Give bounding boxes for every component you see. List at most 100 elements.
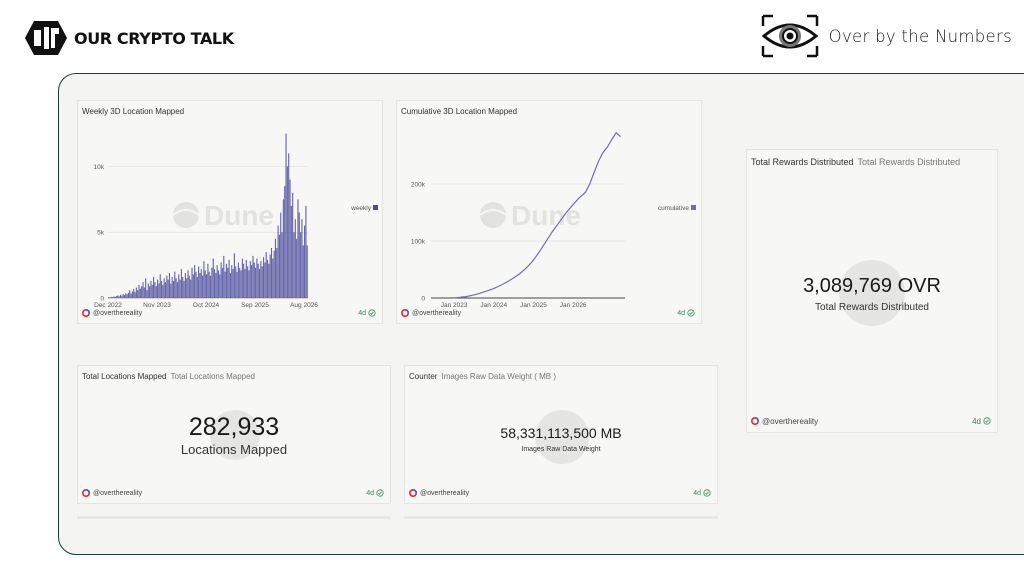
bar (199, 273, 201, 298)
legend-swatch (373, 205, 378, 210)
bar (176, 282, 178, 298)
bar (219, 274, 221, 298)
bar (276, 248, 278, 298)
legend-label: cumulative (658, 205, 689, 212)
bar (131, 291, 133, 298)
bar (172, 280, 175, 298)
bar (213, 269, 216, 298)
bar (211, 267, 213, 298)
card-title: Cumulative 3D Location Mapped (401, 107, 518, 116)
card-title: Total Rewards Distributed Total Rewards D… (751, 157, 960, 167)
x-tick-label: Aug 2026 (290, 302, 318, 309)
locations-counter-card[interactable]: Total Locations Mapped Total Locations Ma… (77, 365, 391, 504)
bar (264, 262, 266, 298)
card-title-text: Total Locations Mapped (82, 372, 167, 381)
bar (137, 290, 139, 298)
bar (138, 284, 140, 298)
y-tick-label: 0 (100, 296, 104, 303)
bar (290, 205, 292, 298)
cumulative-line (452, 131, 622, 299)
y-tick-label: 10k (94, 164, 105, 171)
bar (142, 282, 144, 298)
bar (224, 271, 226, 298)
card-title-text: Counter (409, 372, 438, 381)
author-avatar-icon[interactable] (82, 309, 90, 317)
rewards-counter-card[interactable]: Total Rewards Distributed Total Rewards D… (746, 149, 998, 433)
author-name[interactable]: @overthereality (93, 489, 143, 497)
bar (115, 296, 118, 298)
bar (180, 269, 182, 298)
dune-watermark-text: Dune (204, 200, 274, 231)
card-subtitle: Total Rewards Distributed (857, 157, 961, 167)
legend-label: weekly (350, 205, 372, 212)
bar (151, 284, 153, 298)
bar (255, 267, 257, 298)
card-footer: @overthereality 4d (82, 487, 384, 499)
bar (301, 219, 303, 298)
bar (252, 255, 254, 298)
weekly-chart-card[interactable]: Weekly 3D Location Mapped 0 5k 10k Dune Dec … (77, 100, 383, 324)
bar (227, 267, 229, 298)
bar (229, 273, 231, 298)
bar (215, 273, 217, 298)
rewards-label: Total Rewards Distributed (815, 302, 929, 313)
bar (111, 297, 114, 298)
locations-label: Locations Mapped (180, 442, 288, 457)
section-header: Over by the Numbers (761, 14, 1012, 58)
card-footer: @overthereality 4d (751, 415, 991, 427)
card-footer: @overthereality 4d (401, 307, 695, 319)
author-name[interactable]: @overthereality (762, 416, 819, 426)
bar (195, 271, 197, 298)
bar (135, 287, 137, 298)
bar (134, 292, 136, 298)
age-text: 4d (693, 489, 701, 497)
bar (270, 248, 273, 298)
bar (217, 270, 220, 298)
bar (221, 267, 224, 298)
bar (237, 262, 239, 298)
section-title: Over by the Numbers (828, 26, 1012, 46)
age-badge: 4d (677, 309, 695, 317)
author-avatar-icon[interactable] (751, 417, 759, 425)
bar (293, 232, 295, 298)
images-counter-card[interactable]: Counter Images Raw Data Weight ( MB ) 58,… (404, 365, 718, 504)
bar (170, 283, 172, 298)
bar (207, 263, 209, 298)
bar (274, 238, 277, 298)
bar (179, 279, 181, 298)
x-tick-label: Jan 2026 (560, 302, 587, 309)
bar (302, 245, 304, 298)
bar (184, 273, 186, 298)
bar (191, 267, 193, 298)
x-tick-label: Sep 2025 (241, 302, 269, 309)
brand: OUR CRYPTO TALK (24, 20, 234, 56)
author-name[interactable]: @overthereality (412, 309, 462, 317)
bar (149, 286, 151, 298)
bar (145, 278, 147, 298)
bar (198, 266, 200, 298)
card-subtitle: Images Raw Data Weight ( MB ) (441, 372, 557, 381)
dune-watermark-icon (173, 202, 199, 228)
bar (272, 258, 274, 298)
bar (262, 257, 265, 298)
bar (147, 283, 149, 298)
age-badge: 4d (358, 309, 376, 317)
bar (175, 278, 177, 298)
bar (122, 294, 124, 298)
bar (127, 292, 129, 298)
x-tick-label: Jan 2024 (480, 302, 507, 309)
bar (220, 262, 222, 298)
author-name[interactable]: @overthereality (93, 309, 143, 317)
author-avatar-icon[interactable] (401, 309, 409, 317)
author-name[interactable]: @overthereality (420, 489, 470, 497)
cumulative-line-chart: 0 100k 200k Dune Jan 2023 Jan 2024 Jan 2025 Jan… (411, 131, 696, 309)
bar (266, 259, 269, 298)
card-shadow (77, 516, 391, 519)
check-circle-icon (703, 489, 711, 497)
locations-value: 282,933 (188, 413, 280, 441)
bar (286, 166, 288, 298)
images-value: 58,331,113,500 MB (500, 425, 622, 441)
author-avatar-icon[interactable] (82, 489, 90, 497)
author-avatar-icon[interactable] (409, 489, 417, 497)
cumulative-chart-card[interactable]: Cumulative 3D Location Mapped 0 100k 200k D… (396, 100, 702, 324)
